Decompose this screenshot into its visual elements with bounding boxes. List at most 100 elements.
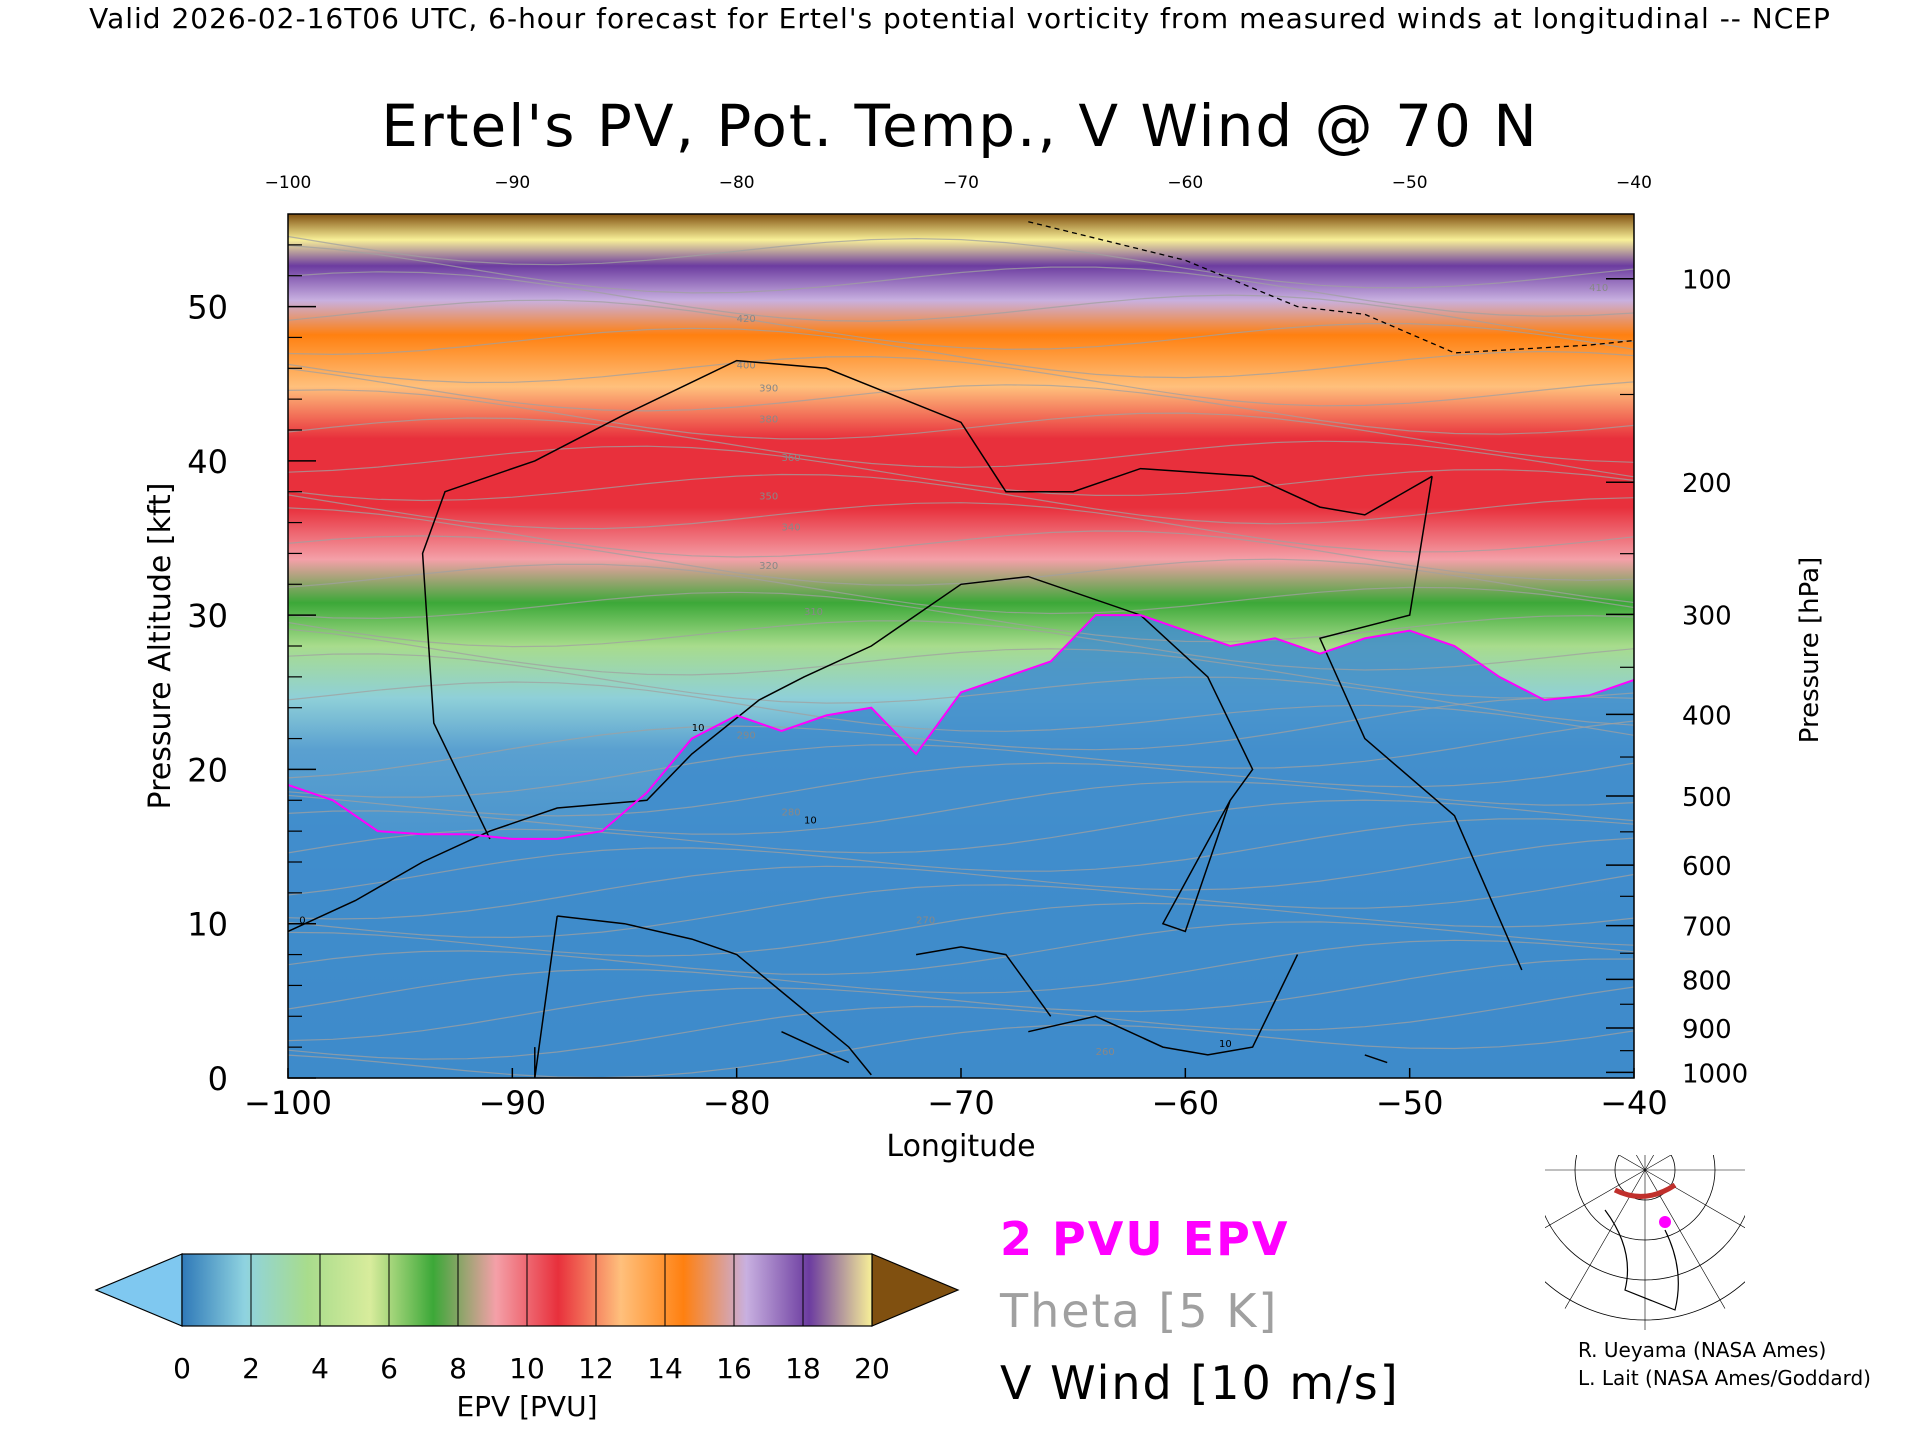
theta-contour (288, 271, 1634, 343)
v-wind-contour (915, 946, 1052, 1017)
colorbar-tick-label: 14 (647, 1352, 683, 1385)
pressure-tick-label: 400 (1682, 701, 1732, 731)
theta-contour (288, 244, 1634, 317)
x-tick-label: −90 (479, 1084, 547, 1122)
x-top-tick-label: −90 (494, 173, 530, 193)
colorbar-tick-label: 18 (785, 1352, 821, 1385)
theta-contour (288, 681, 1634, 736)
x-tick-label: −50 (1376, 1084, 1444, 1122)
y-tick-label: 20 (187, 751, 228, 789)
colorbar-tick-label: 2 (242, 1352, 260, 1385)
theta-label: 320 (759, 561, 778, 572)
colorbar-tick-label: 0 (173, 1352, 191, 1385)
pressure-tick-label: 200 (1682, 469, 1732, 499)
v-wind-contour (421, 359, 1433, 840)
theta-contour (288, 921, 1634, 976)
pv2-line (288, 614, 1634, 840)
y-tick-label: 50 (187, 289, 228, 327)
theta-contour (288, 873, 1634, 939)
colorbar-tick-label: 8 (449, 1352, 467, 1385)
map-coastline (1604, 1209, 1679, 1311)
v-wind-contour (1364, 1054, 1388, 1064)
theta-contour (288, 445, 1634, 497)
colorbar-tick-label: 6 (380, 1352, 398, 1385)
theta-label: 350 (759, 491, 778, 502)
theta-contour (288, 494, 1634, 553)
colorbar-tick-label: 16 (716, 1352, 752, 1385)
x-top-tick-label: −40 (1616, 173, 1652, 193)
theta-contour (288, 720, 1634, 798)
legend-theta: Theta [5 K] (1000, 1284, 1279, 1338)
colorbar-label: EPV [PVU] (456, 1390, 597, 1423)
colorbar-tick-label: 10 (509, 1352, 545, 1385)
theta-label: 290 (737, 731, 756, 742)
x-tick-label: −70 (927, 1084, 995, 1122)
colorbar-tick-label: 4 (311, 1352, 329, 1385)
legend-pv: 2 PVU EPV (1000, 1212, 1290, 1266)
theta-contour (288, 473, 1634, 525)
theta-contour (288, 818, 1634, 896)
header-text: Valid 2026-02-16T06 UTC, 6-hour forecast… (89, 2, 1831, 35)
theta-contour (288, 762, 1634, 817)
credit-2: L. Lait (NASA Ames/Goddard) (1578, 1366, 1871, 1390)
map-meridian (1545, 1169, 1646, 1229)
theta-contour (288, 355, 1634, 407)
x-top-tick-label: −60 (1167, 173, 1203, 193)
theta-label: 310 (804, 607, 823, 618)
theta-contour (288, 535, 1634, 604)
x-top-tick-label: −100 (265, 173, 312, 193)
y2-axis-label: Pressure [hPa] (1795, 557, 1825, 744)
x-axis-label: Longitude (886, 1129, 1035, 1164)
v-wind-contour (1318, 476, 1523, 971)
theta-contour (288, 837, 1634, 920)
theta-contour (288, 958, 1634, 1042)
theta-label: 390 (759, 383, 778, 394)
theta-contour (288, 902, 1634, 957)
theta-label: 340 (782, 522, 801, 533)
x-tick-label: −100 (244, 1084, 332, 1122)
inset-map (1545, 1155, 1745, 1330)
theta-contour (288, 696, 1634, 779)
theta-label: 360 (782, 453, 801, 464)
pressure-tick-label: 100 (1682, 266, 1732, 296)
colorbar-tick-label: 12 (578, 1352, 614, 1385)
theta-contour (288, 939, 1634, 1010)
map-meridian (1644, 1155, 1672, 1171)
map-location-marker (1659, 1216, 1671, 1228)
theta-label: 410 (1589, 283, 1608, 294)
theta-label: 280 (782, 808, 801, 819)
pressure-tick-label: 900 (1682, 1015, 1732, 1045)
theta-contour (288, 235, 1634, 289)
v-wind-label: 0 (299, 916, 305, 927)
theta-contour (288, 628, 1634, 699)
y-tick-label: 30 (187, 597, 228, 635)
theta-contour (288, 389, 1634, 463)
v-wind-contour (557, 915, 872, 1076)
theta-label: 270 (916, 916, 935, 927)
y-tick-label: 40 (187, 443, 228, 481)
legend-wind: V Wind [10 m/s] (1000, 1356, 1400, 1410)
credit-1: R. Ueyama (NASA Ames) (1578, 1338, 1827, 1362)
v-wind-label: 10 (1219, 1039, 1232, 1050)
theta-contour (288, 417, 1634, 478)
map-cross-section-track (1613, 1182, 1677, 1199)
theta-contour (288, 781, 1634, 835)
v-wind-label: 10 (692, 723, 705, 734)
v-wind-contour (288, 575, 1254, 933)
map-meridian (1618, 1155, 1646, 1171)
pressure-tick-label: 700 (1682, 913, 1732, 943)
x-tick-label: −60 (1152, 1084, 1220, 1122)
v-wind-label: 10 (804, 815, 817, 826)
map-meridian (1644, 1169, 1745, 1229)
y-axis-label: Pressure Altitude [kft] (143, 483, 178, 810)
x-top-tick-label: −50 (1392, 173, 1428, 193)
colorbar-tick-label: 20 (854, 1352, 890, 1385)
theta-label: 380 (759, 414, 778, 425)
y-tick-label: 0 (208, 1060, 228, 1098)
theta-contour (288, 563, 1634, 615)
x-top-tick-label: −70 (943, 173, 979, 193)
x-tick-label: −40 (1600, 1084, 1668, 1122)
theta-contour (288, 299, 1634, 351)
